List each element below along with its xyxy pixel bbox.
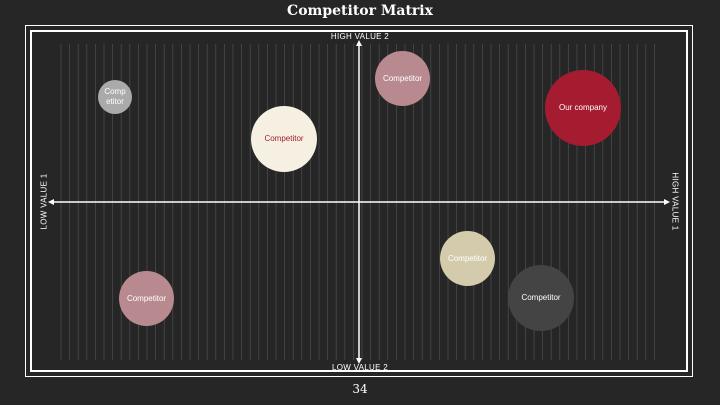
page-number: 34 xyxy=(352,382,368,396)
competitor-bubble: Competitor xyxy=(119,271,174,326)
right-arrow-icon xyxy=(664,199,670,205)
competitor-bubble: Competitor xyxy=(440,231,495,286)
competitor-bubble: Competitor xyxy=(508,265,574,331)
slide-title: Competitor Matrix xyxy=(287,3,433,19)
up-arrow-icon xyxy=(356,40,362,46)
down-arrow-icon xyxy=(356,358,362,364)
matrix-outer-frame xyxy=(25,25,693,377)
competitor-bubble: Competitor xyxy=(375,51,430,106)
axis-label-top: HIGH VALUE 2 xyxy=(330,32,390,41)
axis-label-right: HIGH VALUE 1 xyxy=(670,172,680,231)
competitor-bubble: Competitor xyxy=(98,80,132,114)
our-company-bubble: Our company xyxy=(545,70,621,146)
competitor-bubble: Competitor xyxy=(251,106,317,172)
axis-label-bottom: LOW VALUE 2 xyxy=(331,363,389,372)
axis-label-left: LOW VALUE 1 xyxy=(39,173,49,230)
left-arrow-icon xyxy=(48,199,54,205)
matrix-inner-frame xyxy=(30,30,688,372)
